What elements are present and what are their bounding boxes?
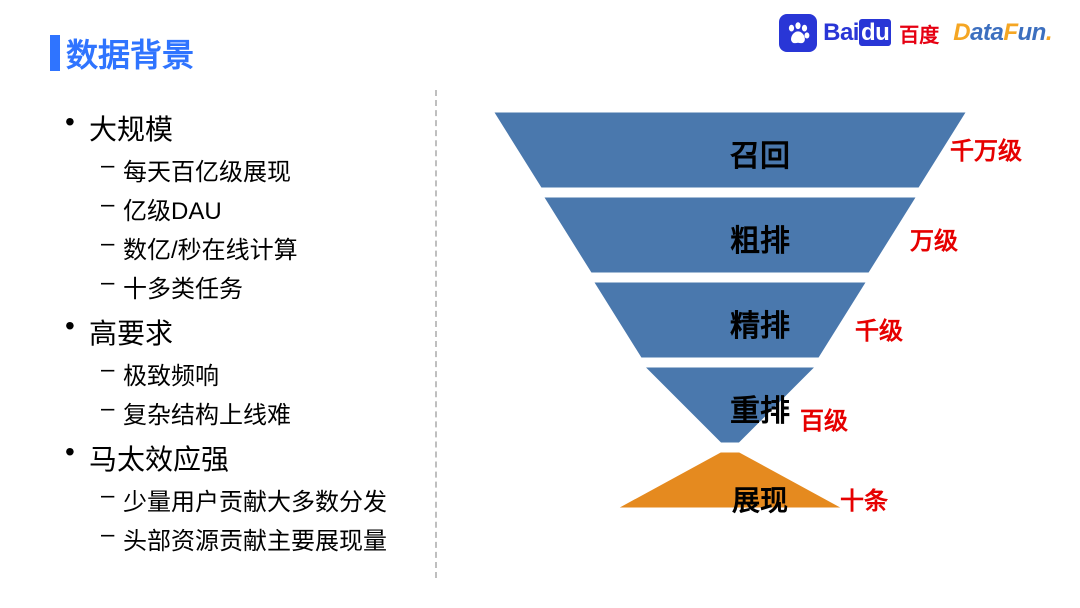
funnel-side-label: 千万级 xyxy=(950,131,1022,166)
bullet-lvl2: 十多类任务 xyxy=(101,269,425,304)
funnel-svg xyxy=(470,100,990,560)
bullet-list: 大规模每天百亿级展现亿级DAU 数亿/秒在线计算十多类任务高要求极致频响复杂结构上… xyxy=(65,100,425,560)
funnel-side-label: 十条 xyxy=(840,481,888,516)
bullet-lvl1: 马太效应强 xyxy=(65,438,425,478)
bullet-lvl1: 大规模 xyxy=(65,108,425,148)
bullet-lvl2: 头部资源贡献主要展现量 xyxy=(101,521,425,556)
bullet-lvl2: 极致频响 xyxy=(101,356,425,391)
logo-row: Baidu 百度 DataFun. xyxy=(779,14,1052,52)
bullet-lvl2: 数亿/秒在线计算 xyxy=(101,230,425,265)
funnel-side-label: 万级 xyxy=(910,221,958,256)
baidu-logo: Baidu 百度 xyxy=(779,14,939,52)
funnel-diagram: 召回千万级粗排万级精排千级重排百级展现十条 xyxy=(470,100,1050,560)
funnel-side-label: 千级 xyxy=(855,311,903,346)
vertical-divider xyxy=(435,90,437,578)
bullet-lvl2: 亿级DAU xyxy=(101,191,425,226)
bullet-lvl2: 每天百亿级展现 xyxy=(101,152,425,187)
baidu-wordmark: Baidu xyxy=(823,19,891,47)
baidu-cn: 百度 xyxy=(899,19,939,48)
title-accent-bar xyxy=(50,35,60,71)
title-text: 数据背景 xyxy=(66,30,194,76)
bullet-lvl2: 少量用户贡献大多数分发 xyxy=(101,482,425,517)
baidu-paw-icon xyxy=(779,14,817,52)
funnel-side-label: 百级 xyxy=(800,401,848,436)
bullet-lvl2: 复杂结构上线难 xyxy=(101,395,425,430)
datafun-logo: DataFun. xyxy=(953,19,1052,47)
bullet-lvl1: 高要求 xyxy=(65,312,425,352)
slide-title: 数据背景 xyxy=(50,30,194,76)
